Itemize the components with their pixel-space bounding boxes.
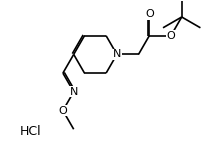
Text: HCl: HCl (20, 124, 41, 138)
Text: O: O (58, 105, 67, 116)
Text: N: N (70, 87, 78, 97)
Text: N: N (113, 49, 121, 59)
Text: O: O (145, 9, 154, 19)
Text: O: O (167, 31, 175, 41)
